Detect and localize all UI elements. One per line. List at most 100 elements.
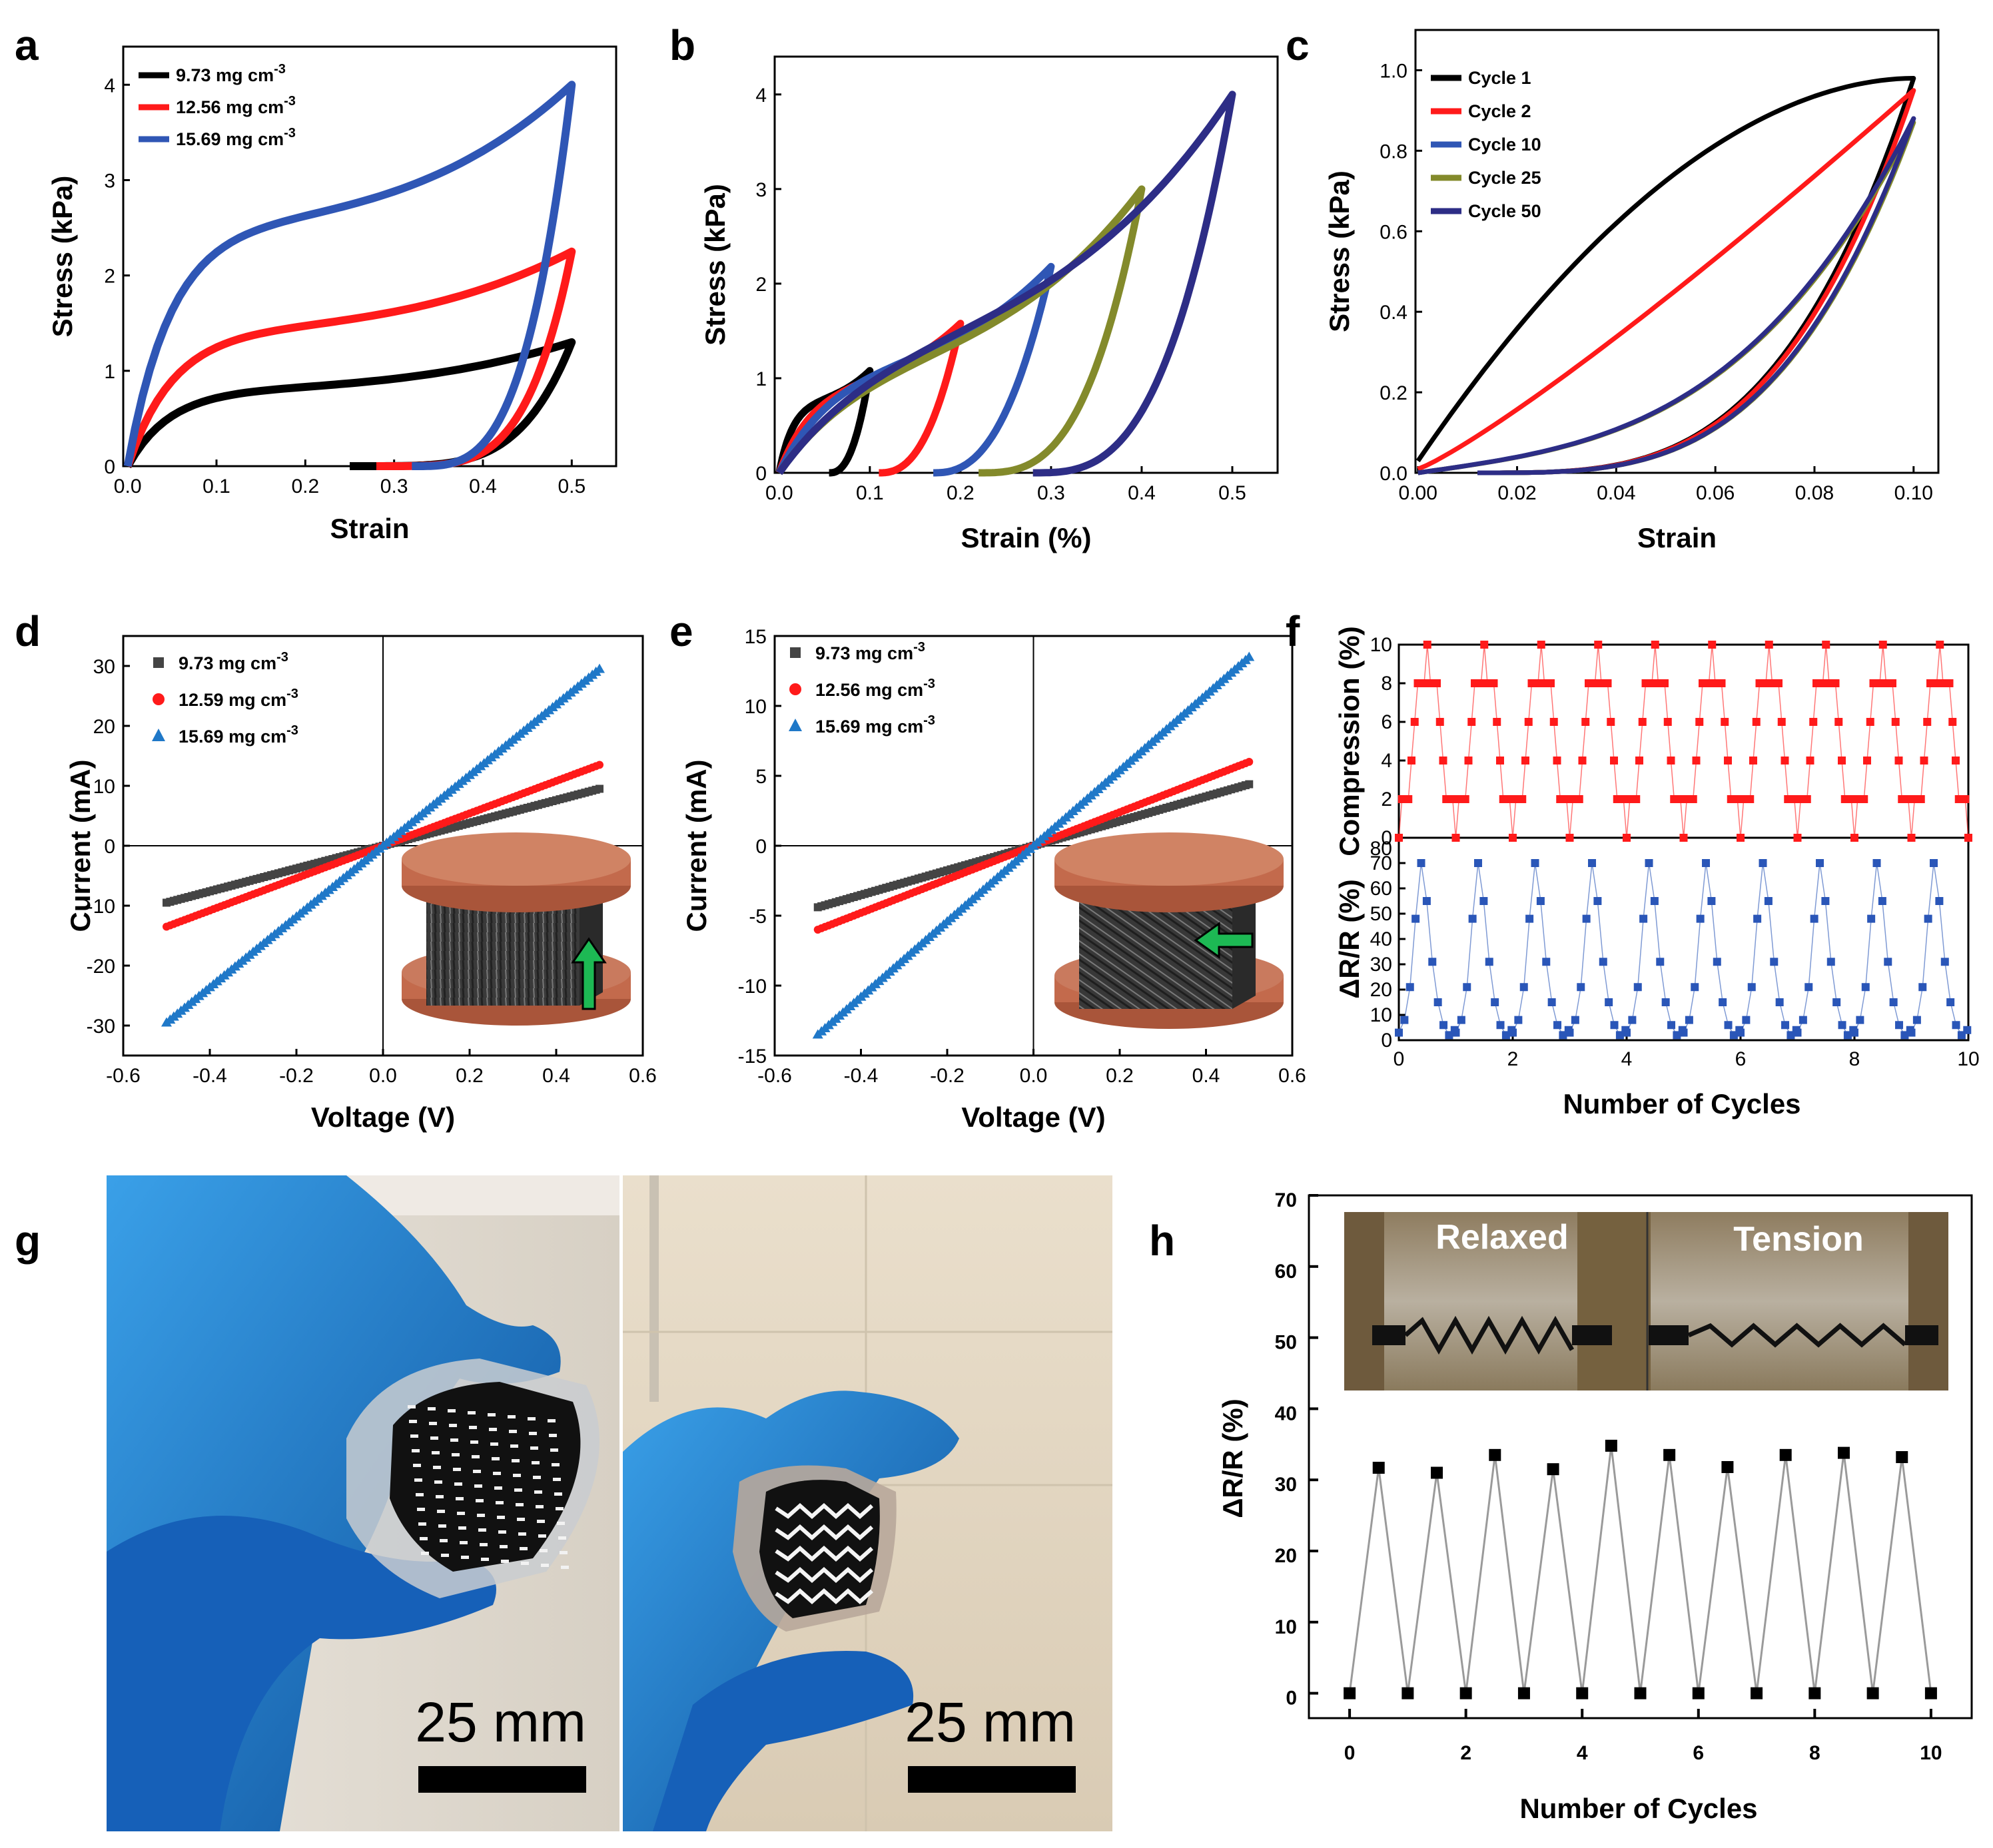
x-tick-label: 0.0	[1020, 1065, 1048, 1087]
electrode-dot	[550, 1448, 558, 1452]
y-tick-label: 40	[1275, 1402, 1297, 1424]
electrode-dot	[508, 1415, 516, 1418]
data-point	[1576, 1687, 1589, 1699]
legend-label: Cycle 50	[1468, 201, 1541, 221]
electrode-dot	[513, 1474, 521, 1477]
legend-label: Cycle 25	[1468, 168, 1541, 188]
x-tick-label: -0.4	[193, 1065, 227, 1087]
electrode-dot	[441, 1554, 449, 1557]
x-tick-label: 4	[1621, 1048, 1633, 1070]
electrode-dot	[490, 1442, 498, 1446]
x-tick-label: 0.0	[369, 1065, 397, 1087]
electrode-dot	[454, 1482, 462, 1486]
data-point	[1896, 1451, 1908, 1464]
electrode-dot	[514, 1488, 522, 1492]
legend-label: 15.69 mg cm-3	[815, 713, 935, 737]
series-markers-2	[812, 651, 1255, 1039]
series-markers-2	[161, 663, 605, 1027]
legend-superscript: -3	[286, 687, 298, 701]
y-tick-label: 70	[1275, 1189, 1297, 1211]
inset-label-tension: Tension	[1733, 1220, 1863, 1259]
electrode-dot	[537, 1520, 545, 1523]
electrode-dot	[413, 1464, 421, 1467]
x-axis-label: Number of Cycles	[1519, 1793, 1757, 1824]
electrode-dot	[521, 1562, 529, 1565]
data-point	[1459, 1687, 1472, 1699]
electrode-dot	[557, 1522, 565, 1525]
x-tick-label: 0	[1394, 1048, 1405, 1070]
electrode-dot	[410, 1434, 418, 1438]
legend-text: 9.73 mg cm	[179, 653, 276, 673]
y-tick-label: 0	[1381, 1030, 1392, 1052]
x-tick-label: 4	[1577, 1742, 1588, 1764]
x-tick-label: 10	[1920, 1742, 1942, 1764]
electrode-dot	[429, 1422, 437, 1425]
legend-superscript: -3	[913, 640, 925, 655]
x-tick-label: 0.06	[1696, 482, 1735, 504]
chart-panel-d: -0.6 -0.4 -0.2 0.0 0.2 0.4 0.6 -30 -20 -10 0 10 20 30…	[65, 635, 657, 1133]
x-axis-label: Strain	[330, 513, 409, 544]
data-point	[1547, 1463, 1559, 1476]
electrode-dot	[420, 1537, 428, 1540]
y-tick-label: 30	[93, 656, 115, 678]
x-tick-label: 0.4	[1128, 482, 1156, 504]
electrode-dot	[538, 1534, 546, 1538]
x-tick-label: 0.02	[1497, 482, 1536, 504]
y-tick-label: 3	[755, 179, 767, 201]
electrode-dot	[473, 1470, 481, 1473]
inset-compression-cell-d	[402, 832, 631, 1026]
data-point	[1692, 1687, 1705, 1699]
electrode-dot	[509, 1430, 517, 1433]
electrode-dot	[554, 1492, 562, 1496]
series-loop-2	[123, 81, 576, 470]
electrode-dot	[457, 1512, 465, 1515]
y-tick-label: 10	[1370, 634, 1392, 656]
electrode-dot	[478, 1528, 486, 1532]
data-point	[1489, 1448, 1501, 1461]
y-axis-label: Current (mA)	[65, 760, 96, 932]
electrode-dot	[476, 1499, 484, 1502]
y-tick-label: 0	[104, 836, 115, 858]
electrode-dot	[536, 1505, 544, 1508]
electrode-dot	[518, 1532, 526, 1536]
serpentine-strain-gauge	[1403, 1315, 1907, 1355]
electrode-dot	[450, 1438, 458, 1442]
data-point	[1837, 1446, 1850, 1459]
electrode-dot	[494, 1486, 502, 1490]
y-tick-label: 1	[755, 368, 767, 390]
x-tick-label: 8	[1809, 1742, 1820, 1764]
electrode-dot	[409, 1420, 417, 1423]
electrode-dot	[517, 1518, 525, 1521]
legend-marker	[153, 693, 165, 705]
legend-text: Cycle 10	[1468, 135, 1541, 154]
electrode-dot	[498, 1530, 506, 1534]
electrode-dot	[432, 1451, 440, 1454]
y-tick-label: 10	[93, 776, 115, 798]
y-tick-label: 1.0	[1380, 60, 1407, 82]
series-line	[1348, 1445, 1932, 1694]
legend-label: 15.69 mg cm-3	[179, 723, 298, 747]
x-tick-label: 0.10	[1894, 482, 1933, 504]
y-tick-label: 2	[755, 274, 767, 296]
y-axis-label-top: Compression (%)	[1334, 626, 1365, 856]
legend-label: Cycle 10	[1468, 135, 1541, 154]
legend-superscript: -3	[286, 723, 298, 738]
legend-label: 12.59 mg cm-3	[179, 687, 298, 710]
legend-superscript: -3	[284, 126, 296, 141]
legend-marker	[790, 647, 801, 658]
x-axis-label: Strain (%)	[961, 522, 1091, 553]
legend-superscript: -3	[923, 713, 935, 728]
y-tick-label: 2	[1381, 788, 1392, 810]
electrode-dot	[548, 1419, 556, 1422]
electrode-dot	[421, 1552, 429, 1555]
data-point	[1663, 1448, 1676, 1461]
electrode-dot	[497, 1516, 505, 1519]
electrode-dot	[469, 1426, 477, 1429]
electrode-dot	[434, 1480, 442, 1484]
data-point	[1401, 1687, 1414, 1699]
x-tick-label: 0.1	[856, 482, 884, 504]
serpentine-electrode	[775, 1502, 873, 1605]
arrow-up-icon	[571, 937, 607, 1010]
y-tick-label: 0.8	[1380, 141, 1407, 162]
electrode-dot	[500, 1545, 508, 1548]
